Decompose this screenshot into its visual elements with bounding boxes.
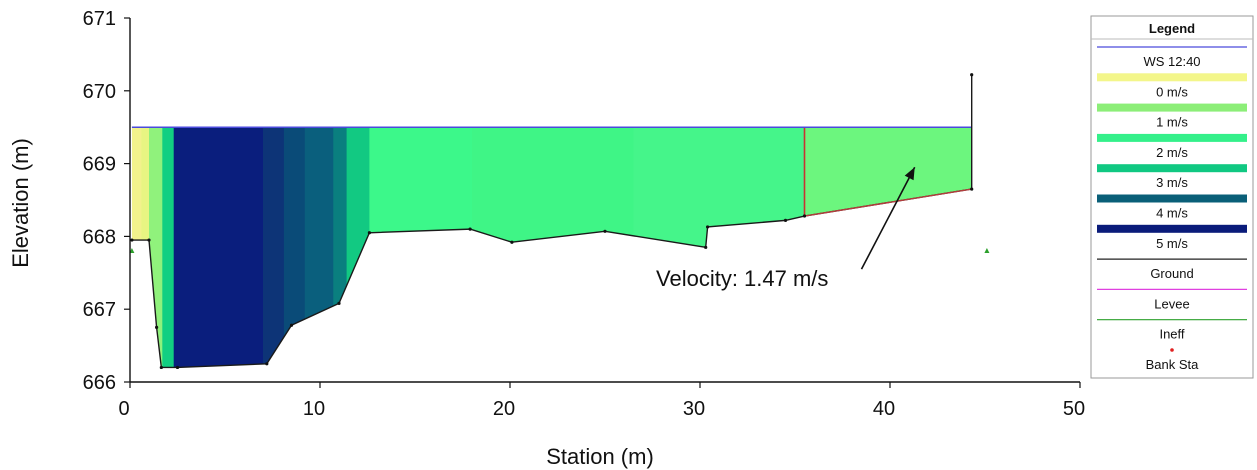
ground-point-17 [970,73,974,77]
legend-label-0: WS 12:40 [1143,54,1200,69]
velocity-distribution [131,127,972,368]
right-overbank-line [804,188,972,217]
x-axis-label: Station (m) [546,444,654,469]
velocity-slice-8 [333,127,348,368]
axes: 0 10 20 30 40 50 666 667 668 669 670 671 [83,8,1086,420]
ground-point-16 [970,187,974,191]
ground-point-9 [468,227,472,231]
legend-swatch-1 [1097,73,1247,82]
legend-label-10: Bank Sta [1146,357,1200,372]
velocity-slice-1 [141,127,150,368]
ground-point-6 [289,323,294,327]
legend-label-7: Ground [1150,266,1193,281]
velocity-slice-6 [283,127,306,368]
profile-lines [129,73,990,370]
legend-swatch-5 [1097,194,1247,203]
velocity-slice-10 [369,127,473,368]
velocity-slices [131,127,972,368]
legend-label-9: Ineff [1159,327,1184,342]
legend: Legend WS 12:40 0 m/s 1 m/s 2 m/s 3 m/s 4 m/s 5… [1090,15,1254,379]
ground-point-4 [175,365,180,370]
x-tick-label-4: 40 [873,398,895,420]
x-tick-label-2: 20 [493,398,515,420]
velocity-slice-3 [162,127,175,368]
velocity-slice-13 [804,127,972,368]
velocity-slice-12 [633,127,806,368]
velocity-slice-7 [304,127,334,368]
ground-point-2 [155,325,159,329]
velocity-slice-2 [149,127,163,368]
ground-point-14 [783,218,788,222]
annotation-group: Velocity: 1.47 m/s [656,166,916,291]
legend-swatch-2 [1097,103,1247,112]
annotation-arrow-line [860,166,916,270]
legend-label-5: 4 m/s [1156,206,1188,221]
velocity-slice-11 [472,127,635,368]
y-axis-label: Elevation (m) [8,138,33,268]
legend-swatch-10 [1170,348,1174,352]
ground-line [131,74,973,369]
legend-swatch-4 [1097,164,1247,173]
ground-point-3 [159,365,163,370]
ground-point-12 [704,245,708,249]
x-tick-label-0: 0 [118,398,129,420]
y-tick-label-4: 670 [83,81,116,103]
velocity-slice-0 [131,127,142,368]
y-tick-label-3: 669 [83,154,116,176]
legend-swatch-3 [1097,133,1247,142]
ground-point-8 [367,231,371,235]
x-tick-label-5: 50 [1063,398,1085,420]
legend-label-8: Levee [1154,296,1189,311]
ground-point-13 [706,225,710,229]
legend-label-2: 1 m/s [1156,115,1188,130]
x-tick-label-3: 30 [683,398,705,420]
legend-label-1: 0 m/s [1156,84,1188,99]
velocity-slice-4 [173,127,264,368]
legend-label-4: 3 m/s [1156,175,1188,190]
y-tick-label-2: 668 [83,226,116,248]
ground-point-15 [802,214,807,218]
ground-point-0 [130,238,134,242]
ineffective-marker-1 [984,247,990,253]
velocity-slice-9 [346,127,370,368]
y-tick-label-0: 666 [83,372,116,394]
ground-point-11 [603,229,607,233]
legend-swatch-6 [1097,224,1247,233]
ground-point-1 [147,238,151,242]
y-tick-label-5: 671 [83,8,116,30]
annotation-arrow-head [904,167,915,181]
x-tick-label-1: 10 [303,398,325,420]
annotation-text: Velocity: 1.47 m/s [656,266,828,291]
ground-point-5 [265,362,269,366]
legend-label-3: 2 m/s [1156,145,1188,160]
y-tick-label-1: 667 [83,299,116,321]
legend-label-6: 5 m/s [1156,236,1188,251]
ground-point-7 [337,301,341,305]
legend-title: Legend [1149,21,1195,36]
ground-point-10 [510,240,514,244]
velocity-slice-5 [263,127,285,368]
